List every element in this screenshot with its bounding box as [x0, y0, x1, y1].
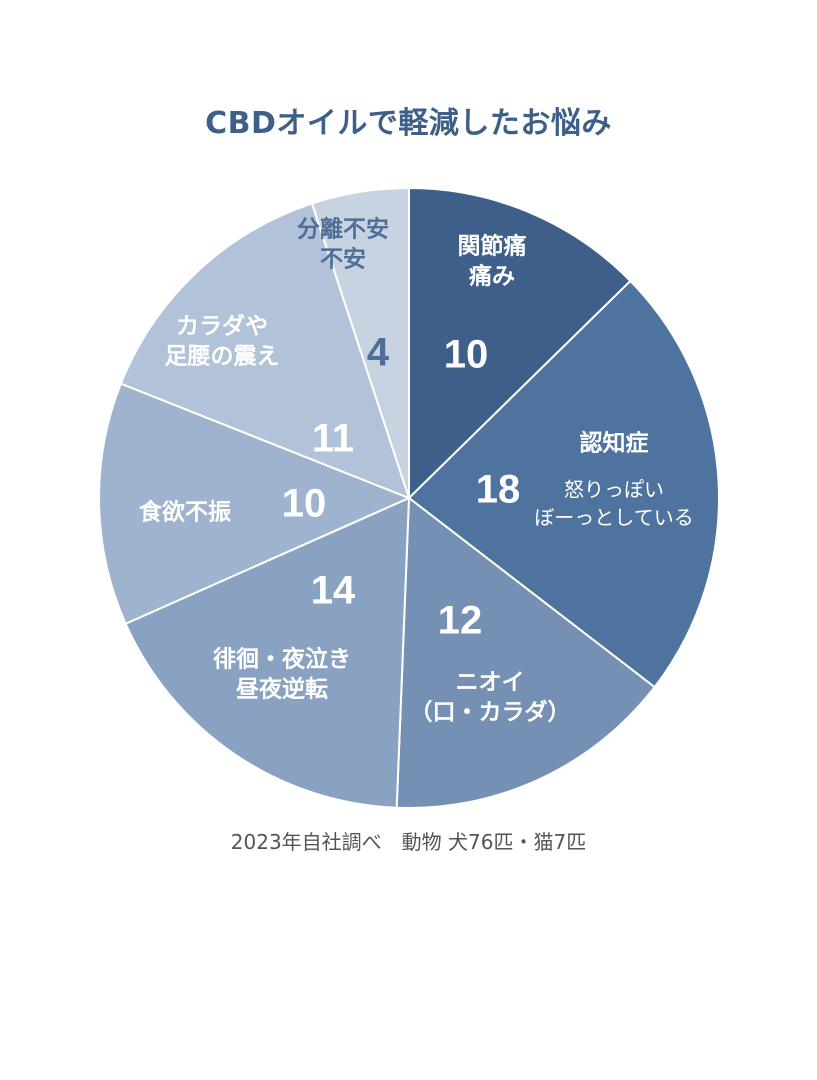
slice-value-label: 12: [438, 599, 483, 643]
slice-category-label: （口・カラダ）: [410, 699, 571, 726]
slice-value-label: 14: [311, 569, 356, 613]
slice-value-label: 10: [282, 482, 327, 526]
slice-category-label: 足腰の震え: [165, 344, 280, 370]
slice-category-label: 不安: [320, 246, 366, 273]
slice-category-label: カラダや: [176, 313, 268, 340]
slice-category-label: 徘徊・夜泣き: [213, 646, 351, 673]
slice-value-label: 4: [367, 331, 390, 375]
slice-category-label: 関節痛: [458, 233, 527, 260]
pie-slice: [124, 496, 411, 809]
pie-slice: [395, 496, 657, 809]
slice-category-label: 痛み: [469, 263, 515, 290]
slice-sub-label: 怒りっぽい: [564, 478, 664, 502]
pie-slice: [119, 202, 411, 500]
slice-sub-label: ぼーっとしている: [534, 506, 693, 530]
slice-category-label: 分離不安: [297, 216, 389, 243]
slice-category-label: 昼夜逆転: [236, 676, 328, 703]
slice-category-label: 認知症: [580, 430, 649, 457]
pie-slice: [408, 186, 632, 501]
pie-slices: [98, 186, 720, 809]
chart-source-note: 2023年自社調べ 動物 犬76匹・猫7匹: [230, 830, 587, 854]
slice-value-label: 10: [444, 333, 489, 377]
slice-category-label: 食欲不振: [139, 499, 231, 526]
slice-value-label: 11: [312, 417, 354, 461]
slice-value-label: 18: [476, 468, 521, 512]
slice-category-label: ニオイ: [456, 670, 525, 696]
pie-slice: [98, 382, 412, 626]
chart-title: CBDオイルで軽減したお悩み: [205, 106, 612, 141]
pie-slice: [310, 186, 410, 499]
pie-slice: [407, 279, 720, 689]
